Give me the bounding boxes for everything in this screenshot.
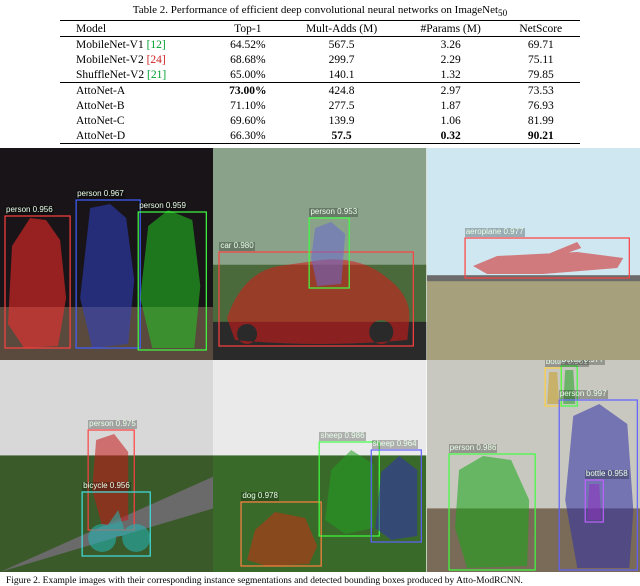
col-model: Model [60,21,212,37]
detection-label: person 0.997 [559,390,608,399]
detection-label: person 0.986 [449,444,498,453]
figure-panel: car 0.980 person 0.953 [213,148,426,360]
table-row: AttoNet-A 73.00%424.82.9773.53 [60,83,580,99]
table-row: MobileNet-V1 [12]64.52%567.53.2669.71 [60,37,580,53]
cell-netscore: 76.93 [502,98,580,113]
cell-netscore: 69.71 [502,37,580,53]
col-netscore: NetScore [502,21,580,37]
cell-top1: 71.10% [212,98,283,113]
cell-madds: 139.9 [283,113,399,128]
cell-params: 2.97 [400,83,502,99]
detection-label: bottle 0.977 [561,360,605,365]
detection-label: dog 0.978 [241,492,279,501]
table-row: MobileNet-V2 [24]68.68%299.72.2975.11 [60,52,580,67]
figure-panel: dog 0.978 sheep 0.986 sheep 0.964 [213,360,426,572]
cell-model: MobileNet-V2 [24] [60,52,212,67]
cell-params: 1.06 [400,113,502,128]
results-table: Model Top-1 Mult-Adds (M) #Params (M) Ne… [60,20,580,144]
cell-madds: 299.7 [283,52,399,67]
table-row: ShuffleNet-V2 [21]65.00%140.11.3279.85 [60,67,580,83]
cell-params: 1.32 [400,67,502,83]
cell-top1: 73.00% [212,83,283,99]
table-row: AttoNet-B 71.10%277.51.8776.93 [60,98,580,113]
cell-top1: 65.00% [212,67,283,83]
cell-model: AttoNet-C [60,113,212,128]
table-row: AttoNet-C 69.60%139.91.0681.99 [60,113,580,128]
figure-caption: Figure 2. Example images with their corr… [0,572,640,586]
cell-model: AttoNet-A [60,83,212,99]
table-caption-text: Table 2. Performance of efficient deep c… [133,4,498,16]
cell-model: AttoNet-B [60,98,212,113]
col-top1: Top-1 [212,21,283,37]
cell-model: MobileNet-V1 [12] [60,37,212,53]
segmentation-mask [140,210,200,348]
cell-netscore: 75.11 [502,52,580,67]
figure-panel: aeroplane 0.977 [427,148,640,360]
detection-label: sheep 0.986 [319,432,365,441]
segmentation-mask [547,372,559,404]
table-caption: Table 2. Performance of efficient deep c… [0,0,640,20]
cell-netscore: 90.21 [502,128,580,144]
cell-madds: 567.5 [283,37,399,53]
cell-params: 3.26 [400,37,502,53]
cell-madds: 140.1 [283,67,399,83]
detection-label: person 0.975 [88,420,137,429]
detection-label: sheep 0.964 [372,440,418,449]
figure-panel: person 0.975 bicycle 0.956 [0,360,213,572]
detection-label: bicycle 0.956 [82,482,131,491]
cell-params: 0.32 [400,128,502,144]
cell-top1: 68.68% [212,52,283,67]
detection-label: bottle 0.958 [585,470,629,479]
detection-label: person 0.953 [309,208,358,217]
figure-panel: bottle 0.961bottle 0.977person 0.986pers… [427,360,640,572]
cell-model: AttoNet-D [60,128,212,144]
col-params: #Params (M) [400,21,502,37]
cell-top1: 66.30% [212,128,283,144]
table-header-row: Model Top-1 Mult-Adds (M) #Params (M) Ne… [60,21,580,37]
cell-madds: 277.5 [283,98,399,113]
cell-top1: 69.60% [212,113,283,128]
cell-params: 2.29 [400,52,502,67]
table-row: AttoNet-D 66.30%57.50.3290.21 [60,128,580,144]
col-madds: Mult-Adds (M) [283,21,399,37]
detection-label: person 0.967 [76,190,125,199]
segmentation-mask [311,222,345,286]
segmentation-mask [563,370,575,404]
table-caption-sub: 50 [498,8,507,18]
citation-ref: [12] [147,39,166,51]
detection-label: person 0.956 [5,206,54,215]
cell-netscore: 79.85 [502,67,580,83]
cell-model: ShuffleNet-V2 [21] [60,67,212,83]
detection-label: aeroplane 0.977 [465,228,525,237]
cell-madds: 424.8 [283,83,399,99]
cell-params: 1.87 [400,98,502,113]
segmentation-mask [587,484,601,520]
figure-grid: person 0.956 person 0.967 person 0.959 car … [0,148,640,572]
cell-netscore: 81.99 [502,113,580,128]
segmentation-mask [80,204,134,348]
cell-madds: 57.5 [283,128,399,144]
figure-panel: person 0.956 person 0.967 person 0.959 [0,148,213,360]
citation-ref: [21] [147,69,166,81]
citation-ref: [24] [147,54,166,66]
detection-label: car 0.980 [219,242,254,251]
cell-netscore: 73.53 [502,83,580,99]
cell-top1: 64.52% [212,37,283,53]
detection-label: person 0.959 [138,202,187,211]
